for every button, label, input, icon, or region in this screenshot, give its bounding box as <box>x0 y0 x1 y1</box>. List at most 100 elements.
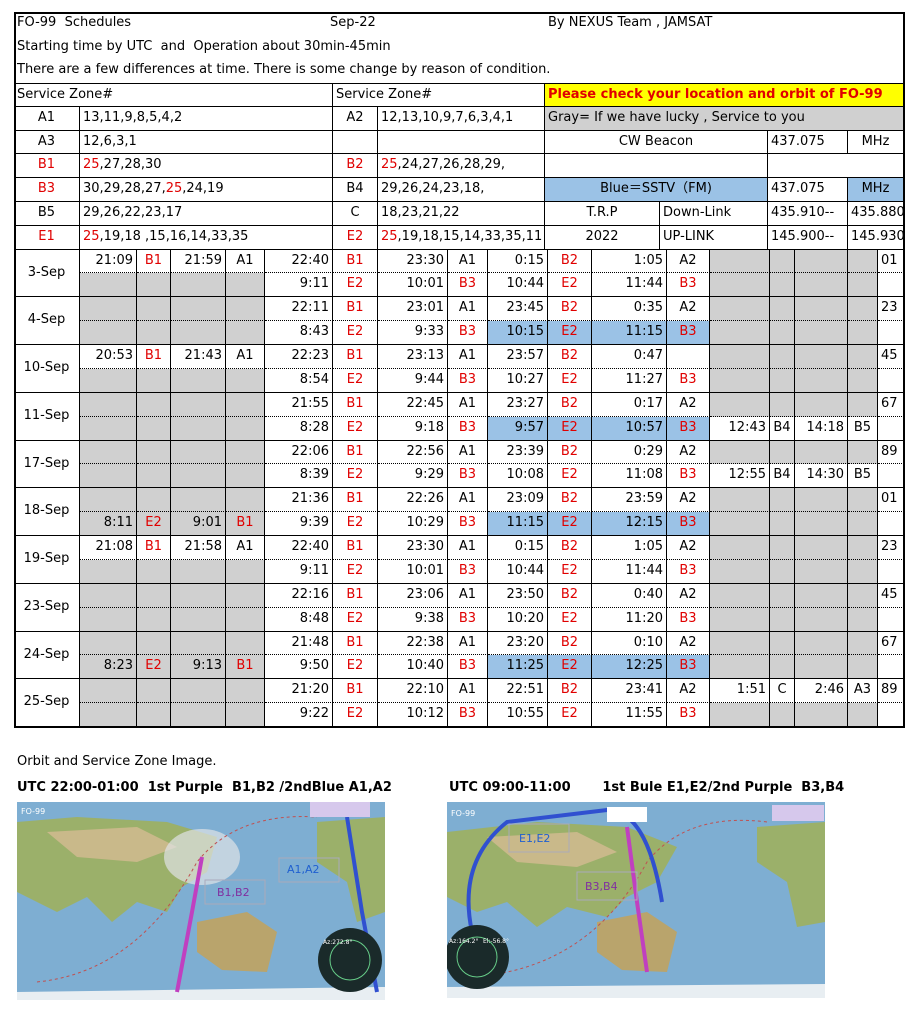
pass-time: 9:18 <box>378 416 448 441</box>
pass-zone: A1 <box>448 631 488 656</box>
pass-time: 10:01 <box>378 559 448 584</box>
pass-time: 11:20 <box>592 607 667 632</box>
pass-zone: E2 <box>333 464 378 489</box>
pass-zone <box>226 392 265 417</box>
pass-zone: B3 <box>667 655 710 680</box>
pass-count: 67 <box>878 392 904 417</box>
pass-zone: A1 <box>448 583 488 608</box>
pass-time: 9:38 <box>378 607 448 632</box>
pass-count <box>878 416 904 441</box>
pass-zone <box>848 512 878 537</box>
pass-zone: E2 <box>137 655 171 680</box>
zone-number: ,19,18 ,15,16,14,33,35 <box>99 228 249 244</box>
pass-time: 9:11 <box>265 273 333 298</box>
pass-time <box>80 368 137 393</box>
pass-zone: B2 <box>548 440 592 465</box>
info-cell: UP-LINK <box>660 225 768 250</box>
pass-zone: A2 <box>667 297 710 322</box>
pass-count <box>878 273 904 298</box>
pass-time: 9:01 <box>171 512 226 537</box>
orbit-map: FO-99 E1,E2 B3,B4 Az:164.2° El:-56.8° <box>447 802 825 998</box>
pass-zone: B3 <box>667 703 710 727</box>
note: Starting time by UTC and Operation about… <box>17 39 391 54</box>
pass-zone: B1 <box>333 249 378 274</box>
pass-time <box>171 392 226 417</box>
pass-time: 23:30 <box>378 249 448 274</box>
pass-time <box>80 679 137 704</box>
pass-zone <box>137 583 171 608</box>
date: 19-Sep <box>14 536 80 584</box>
pass-time <box>171 416 226 441</box>
zone-number: ,19,18,15,14,33,35,11 <box>397 228 543 244</box>
pass-count <box>878 655 904 680</box>
zone-number: 13,11,9,8,5,4,2 <box>83 109 183 125</box>
pass-zone: B3 <box>667 607 710 632</box>
pass-zone <box>226 607 265 632</box>
pass-time: 23:01 <box>378 297 448 322</box>
info-cell: 435.910-- <box>768 202 848 226</box>
pass-time <box>80 273 137 298</box>
pass-time: 0:35 <box>592 297 667 322</box>
pass-zone: A2 <box>667 392 710 417</box>
pass-time: 8:54 <box>265 368 333 393</box>
pass-time <box>795 249 848 274</box>
pass-zone: E2 <box>137 512 171 537</box>
pass-zone <box>770 368 795 393</box>
zone-code: B3 <box>14 178 80 202</box>
pass-time <box>710 607 770 632</box>
pass-time <box>80 559 137 584</box>
zone-list: 29,26,22,23,17 <box>80 202 333 226</box>
pass-time: 12:15 <box>592 512 667 537</box>
pass-zone: C <box>770 679 795 704</box>
pass-zone <box>770 273 795 298</box>
map-label: A1,A2 <box>287 863 320 876</box>
month: Sep-22 <box>330 15 376 30</box>
pass-time <box>171 273 226 298</box>
info-cell: 145.930 <box>848 225 904 250</box>
pass-zone: E2 <box>333 512 378 537</box>
pass-time <box>710 368 770 393</box>
pass-count: 01 <box>878 249 904 274</box>
pass-zone <box>137 703 171 727</box>
zone-code: B5 <box>14 202 80 226</box>
pass-zone <box>770 249 795 274</box>
zone-list: 13,11,9,8,5,4,2 <box>80 106 333 131</box>
pass-zone: B1 <box>226 512 265 537</box>
info-cell <box>768 154 904 179</box>
pass-time: 23:57 <box>488 345 548 369</box>
pass-time: 22:51 <box>488 679 548 704</box>
pass-time: 9:33 <box>378 321 448 346</box>
map-label: El:-56.8° <box>483 938 509 945</box>
pass-zone <box>137 488 171 513</box>
zone-list: 25,19,18,15,14,33,35,11 <box>378 225 545 250</box>
map-label: FO-99 <box>21 807 45 816</box>
pass-time: 8:43 <box>265 321 333 346</box>
pass-time <box>171 440 226 465</box>
date: 25-Sep <box>14 679 80 727</box>
pass-zone <box>770 655 795 680</box>
pass-zone: B3 <box>448 416 488 441</box>
pass-count: 45 <box>878 345 904 369</box>
pass-zone: B3 <box>448 464 488 489</box>
pass-zone: B2 <box>548 392 592 417</box>
pass-time: 11:27 <box>592 368 667 393</box>
pass-count: 01 <box>878 488 904 513</box>
pass-time: 10:55 <box>488 703 548 727</box>
pass-zone: A1 <box>448 297 488 322</box>
pass-time: 21:20 <box>265 679 333 704</box>
zone-number: 25 <box>381 157 398 173</box>
info-cell: T.R.P <box>545 202 660 226</box>
pass-time: 23:27 <box>488 392 548 417</box>
pass-time <box>710 559 770 584</box>
pass-zone: B3 <box>448 368 488 393</box>
pass-time: 8:11 <box>80 512 137 537</box>
pass-zone: B3 <box>448 655 488 680</box>
zone-number: 25 <box>83 157 100 173</box>
zone-heading: Service Zone# <box>14 83 333 107</box>
pass-time <box>80 416 137 441</box>
pass-zone <box>137 631 171 656</box>
pass-time: 22:16 <box>265 583 333 608</box>
pass-zone <box>137 559 171 584</box>
pass-time: 21:48 <box>265 631 333 656</box>
pass-zone: E2 <box>333 655 378 680</box>
